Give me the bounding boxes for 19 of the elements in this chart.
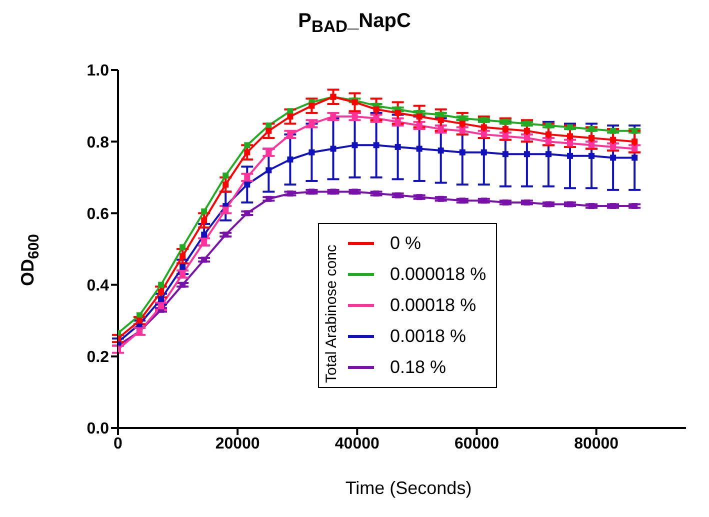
y-tick-label: 0.4: [86, 277, 110, 294]
y-tick-label: 1.0: [86, 62, 110, 80]
y-tick-label: 0.2: [86, 349, 110, 366]
chart-title: P$_{BAD}$_NapC: [297, 10, 412, 37]
x-tick-label: 20000: [215, 435, 260, 452]
legend-label: 0.00018 %: [390, 295, 476, 316]
x-tick-label: 80000: [574, 435, 619, 452]
y-tick-label: 0.6: [86, 206, 110, 223]
legend-label: 0.18 %: [390, 357, 446, 378]
legend-label: 0.000018 %: [390, 264, 486, 285]
legend-label: 0 %: [390, 233, 422, 254]
x-tick-label: 0: [114, 435, 123, 452]
y-tick-label: 0.8: [86, 134, 110, 152]
x-tick-label: 60000: [454, 435, 500, 452]
legend-title: Total Arabinose conc: [323, 244, 340, 383]
y-tick-label: 0.0: [86, 420, 110, 438]
legend-label: 0.0018 %: [390, 326, 466, 347]
x-tick-label: 40000: [334, 435, 380, 452]
x-axis-title: Time (Seconds): [344, 478, 473, 499]
